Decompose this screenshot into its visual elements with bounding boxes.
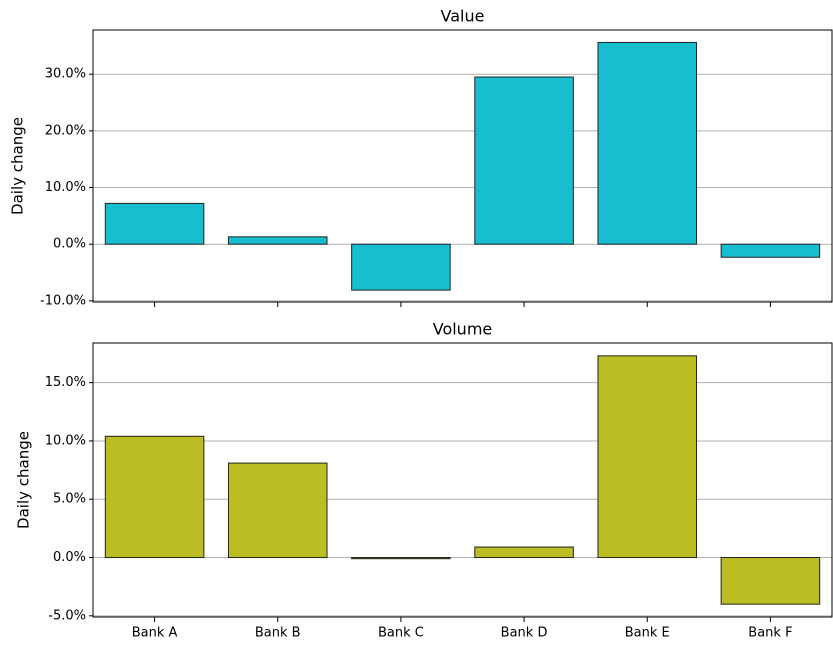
y-tick-label: -10.0% (40, 293, 86, 308)
x-tick-label: Bank C (378, 626, 424, 641)
bar (720, 243, 821, 258)
plot-frame (92, 29, 833, 303)
y-tick-label: 20.0% (45, 123, 86, 138)
y-tick-label: 15.0% (45, 375, 86, 390)
x-tick-label: Bank E (625, 626, 670, 641)
x-tick-label: Bank A (132, 626, 178, 641)
bar (227, 236, 328, 245)
y-tick-label: -5.0% (48, 608, 86, 623)
y-tick-label: 0.0% (53, 550, 86, 565)
bar (104, 435, 205, 559)
y-tick-label: 30.0% (45, 67, 86, 82)
bar (104, 202, 205, 245)
bar (597, 355, 698, 559)
y-axis-label: Daily change (15, 431, 33, 529)
y-tick-label: 5.0% (53, 492, 86, 507)
y-axis-label: Daily change (9, 117, 27, 215)
x-tick-label: Bank F (748, 626, 792, 641)
x-tick-label: Bank D (501, 626, 548, 641)
y-tick-label: 10.0% (45, 180, 86, 195)
bar (351, 243, 451, 291)
chart-title: Value (441, 7, 485, 26)
y-tick-label: 0.0% (53, 237, 86, 252)
bar (597, 41, 698, 245)
plot-frame (92, 342, 833, 618)
bar (720, 557, 821, 605)
bar (351, 557, 451, 560)
bar (227, 462, 328, 559)
y-tick-label: 10.0% (45, 433, 86, 448)
bar (474, 546, 574, 559)
x-tick-label: Bank B (255, 626, 301, 641)
chart-title: Volume (433, 320, 493, 339)
bar (474, 76, 574, 245)
